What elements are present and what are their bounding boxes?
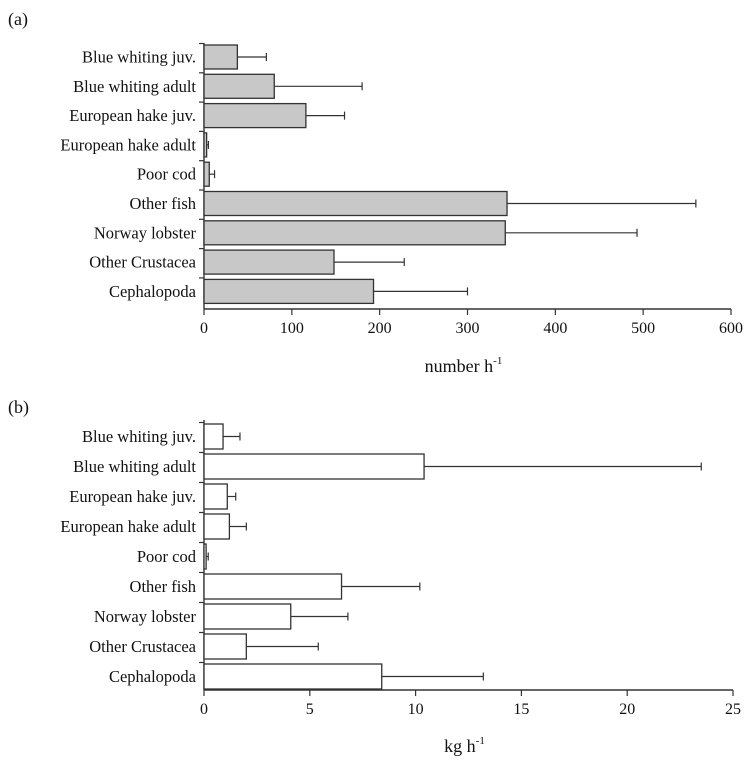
panel-a-x-tick-label-2: 200 xyxy=(368,320,392,337)
panel-a-bar-7 xyxy=(203,249,335,275)
panel-a-x-axis-title-main: number h xyxy=(425,356,493,376)
panel-b-bar-0 xyxy=(203,423,224,450)
panel-a-x-axis-title: number h-1 xyxy=(425,355,503,376)
panel-b-bar-1 xyxy=(203,453,425,480)
panel-a-x-tick-label-0: 0 xyxy=(200,320,208,337)
panel-b-x-tick-label-5: 25 xyxy=(725,701,741,718)
panel-b-bar-5 xyxy=(203,573,343,600)
panel-a-category-label-6: Norway lobster xyxy=(94,223,197,242)
panel-a-category-label-1: Blue whiting adult xyxy=(73,77,196,96)
panel-b-category-label-5: Other fish xyxy=(130,577,197,596)
panel-a-bar-8 xyxy=(203,278,375,305)
panel-a-category-label-8: Cephalopoda xyxy=(109,282,197,301)
panel-b-bar-2 xyxy=(203,483,228,510)
panel-b-bar-8 xyxy=(203,663,383,690)
panel-b-category-label-4: Poor cod xyxy=(137,547,197,566)
panel-b-x-axis-title-sup: -1 xyxy=(476,735,485,747)
panel-b-bar-7 xyxy=(203,633,247,660)
panel-b-category-label-2: European hake juv. xyxy=(69,487,196,506)
panel-b-category-label-0: Blue whiting juv. xyxy=(82,427,196,446)
panel-a-x-tick-label-1: 100 xyxy=(280,320,304,337)
panel-a-bar-0 xyxy=(203,44,239,70)
panel-b-x-axis-title-main: kg h xyxy=(444,736,476,756)
panel-a-x-axis-title-sup: -1 xyxy=(493,355,502,367)
panel-a-bar-6 xyxy=(203,220,506,246)
panel-a-category-label-3: European hake adult xyxy=(60,135,196,154)
panel-b-x-axis-title: kg h-1 xyxy=(444,735,485,756)
panel-b-category-label-6: Norway lobster xyxy=(94,607,197,626)
panel-b-x-tick-label-0: 0 xyxy=(200,701,208,718)
panel-b-category-label-8: Cephalopoda xyxy=(109,667,197,686)
panel-a-category-label-5: Other fish xyxy=(130,194,197,213)
panel-b-category-label-3: European hake adult xyxy=(60,517,196,536)
panel-a-x-tick-label-5: 500 xyxy=(631,320,655,337)
panel-b-category-label-7: Other Crustacea xyxy=(89,637,196,656)
panel-b-x-tick-label-3: 15 xyxy=(513,701,529,718)
panel-b-category-label-1: Blue whiting adult xyxy=(73,457,196,476)
panel-a-x-tick-label-3: 300 xyxy=(456,320,480,337)
panel-b-bar-3 xyxy=(203,513,231,540)
panel-a-x-tick-label-6: 600 xyxy=(719,320,743,337)
panel-a-category-label-2: European hake juv. xyxy=(69,106,196,125)
panel-a-bar-2 xyxy=(203,102,307,129)
panel-b-bar-6 xyxy=(203,603,292,630)
panel-a-bar-5 xyxy=(203,190,508,217)
panel-a-label: (a) xyxy=(8,9,28,30)
panel-a-bar-3 xyxy=(203,132,208,158)
panel-a-x-tick-label-4: 400 xyxy=(543,320,567,337)
panel-a-category-label-7: Other Crustacea xyxy=(89,253,196,272)
panel-a-category-label-0: Blue whiting juv. xyxy=(82,48,196,67)
panel-a-bar-1 xyxy=(203,73,275,99)
panel-b-x-tick-label-1: 5 xyxy=(306,701,314,718)
panel-b-x-tick-label-2: 10 xyxy=(408,701,424,718)
panel-b-x-tick-label-4: 20 xyxy=(619,701,635,718)
panel-a-category-label-4: Poor cod xyxy=(137,165,197,184)
panel-a-bar-4 xyxy=(203,161,210,187)
panel-b-bar-4 xyxy=(203,543,207,570)
panel-b-label: (b) xyxy=(8,397,29,418)
